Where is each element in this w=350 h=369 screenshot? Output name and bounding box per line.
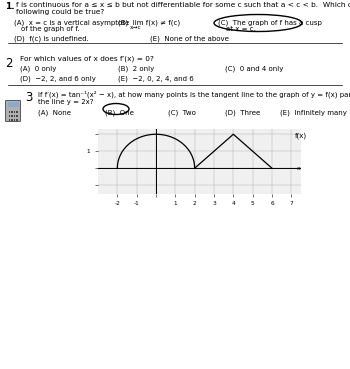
Text: (D)  −2, 2, and 6 only: (D) −2, 2, and 6 only xyxy=(20,75,96,82)
Text: 2: 2 xyxy=(5,57,13,70)
Text: 1.: 1. xyxy=(5,2,15,11)
Text: (B)  One: (B) One xyxy=(105,109,134,115)
Text: f(x): f(x) xyxy=(295,132,307,139)
Text: (D)  Three: (D) Three xyxy=(225,109,260,115)
Text: (B)  2 only: (B) 2 only xyxy=(118,66,154,72)
Text: (E)  None of the above: (E) None of the above xyxy=(150,35,229,41)
Bar xyxy=(11,119,13,121)
Bar xyxy=(11,115,13,117)
Text: (B)  lim f(x) ≠ f(c): (B) lim f(x) ≠ f(c) xyxy=(118,19,180,25)
Text: If f′(x) = tan⁻¹(x² − x), at how many points is the tangent line to the graph of: If f′(x) = tan⁻¹(x² − x), at how many po… xyxy=(38,91,350,99)
Bar xyxy=(7,102,19,107)
Text: (A)  None: (A) None xyxy=(38,109,71,115)
Bar xyxy=(16,115,18,117)
Text: (D)  f(c) is undefined.: (D) f(c) is undefined. xyxy=(14,35,89,41)
FancyBboxPatch shape xyxy=(6,100,21,121)
Bar xyxy=(16,119,18,121)
Text: x: x xyxy=(297,166,301,171)
Text: (E)  −2, 0, 2, 4, and 6: (E) −2, 0, 2, 4, and 6 xyxy=(118,75,194,82)
Text: For which values of x does f′(x) = 0?: For which values of x does f′(x) = 0? xyxy=(20,56,154,62)
Text: (C)  0 and 4 only: (C) 0 and 4 only xyxy=(225,66,284,72)
Text: the line y = 2x?: the line y = 2x? xyxy=(38,99,93,105)
Text: (C)  Two: (C) Two xyxy=(168,109,196,115)
Bar xyxy=(8,115,10,117)
Text: following could be true?: following could be true? xyxy=(16,9,104,15)
Text: (E)  Infinitely many: (E) Infinitely many xyxy=(280,109,347,115)
Text: f is continuous for a ≤ x ≤ b but not differentiable for some c such that a < c : f is continuous for a ≤ x ≤ b but not di… xyxy=(16,2,350,8)
Bar xyxy=(8,119,10,121)
Text: at x = c.: at x = c. xyxy=(226,26,256,32)
Bar xyxy=(11,111,13,113)
Text: x→c: x→c xyxy=(130,25,142,30)
Text: (A)  x = c is a vertical asymptote: (A) x = c is a vertical asymptote xyxy=(14,19,129,25)
Bar xyxy=(14,111,15,113)
Bar xyxy=(14,115,15,117)
Bar xyxy=(14,119,15,121)
Text: 3: 3 xyxy=(25,91,32,104)
Bar xyxy=(16,111,18,113)
Text: (A)  0 only: (A) 0 only xyxy=(20,66,56,72)
Text: (C)  The graph of f has a cusp: (C) The graph of f has a cusp xyxy=(218,19,322,25)
Text: of the graph of f.: of the graph of f. xyxy=(21,26,80,32)
Bar xyxy=(8,111,10,113)
